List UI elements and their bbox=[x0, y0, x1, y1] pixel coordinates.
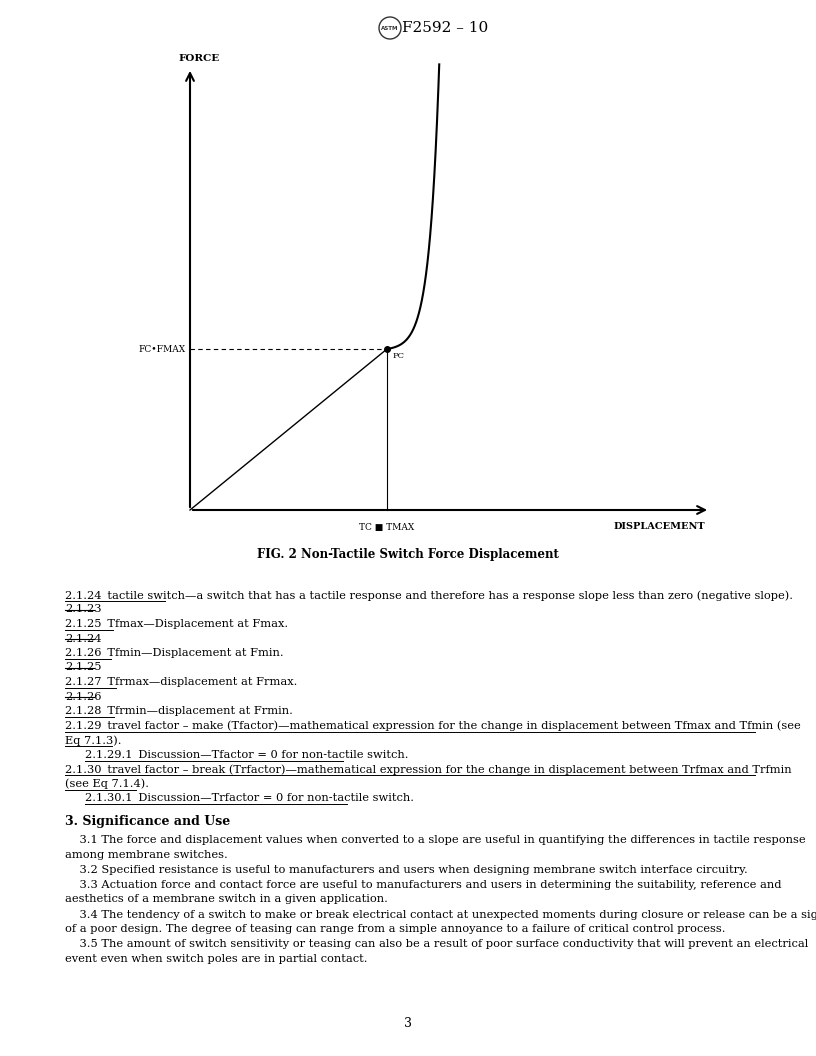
Text: event even when switch poles are in partial contact.: event even when switch poles are in part… bbox=[65, 954, 367, 964]
Text: Eq 7.1.3).: Eq 7.1.3). bbox=[65, 735, 122, 746]
Text: 2.1.27  Tfrmax—displacement at Frmax.: 2.1.27 Tfrmax—displacement at Frmax. bbox=[65, 677, 297, 687]
Text: 3: 3 bbox=[404, 1017, 412, 1030]
Text: 3.5 The amount of switch sensitivity or teasing can also be a result of poor sur: 3.5 The amount of switch sensitivity or … bbox=[65, 940, 809, 949]
Text: 2.1.26: 2.1.26 bbox=[65, 692, 101, 701]
Text: 2.1.29.1  Discussion—Tfactor = 0 for non-tactile switch.: 2.1.29.1 Discussion—Tfactor = 0 for non-… bbox=[85, 750, 409, 759]
Text: 2.1.26  Tfmin—Displacement at Fmin.: 2.1.26 Tfmin—Displacement at Fmin. bbox=[65, 648, 284, 658]
Text: 2.1.25  Tfmax—Displacement at Fmax.: 2.1.25 Tfmax—Displacement at Fmax. bbox=[65, 619, 288, 629]
Text: of a poor design. The degree of teasing can range from a simple annoyance to a f: of a poor design. The degree of teasing … bbox=[65, 924, 725, 935]
Text: PC: PC bbox=[393, 352, 405, 360]
Text: FC•FMAX: FC•FMAX bbox=[139, 344, 186, 354]
Text: 2.1.23: 2.1.23 bbox=[65, 604, 101, 615]
Text: 2.1.29  travel factor – make (Tfactor)—mathematical expression for the change in: 2.1.29 travel factor – make (Tfactor)—ma… bbox=[65, 720, 800, 731]
Text: 2.1.30  travel factor – break (Trfactor)—mathematical expression for the change : 2.1.30 travel factor – break (Trfactor)—… bbox=[65, 763, 792, 774]
Text: 3.2 Specified resistance is useful to manufacturers and users when designing mem: 3.2 Specified resistance is useful to ma… bbox=[65, 865, 747, 874]
Text: 2.1.24: 2.1.24 bbox=[65, 634, 101, 643]
Text: 3.4 The tendency of a switch to make or break electrical contact at unexpected m: 3.4 The tendency of a switch to make or … bbox=[65, 909, 816, 920]
Text: DISPLACEMENT: DISPLACEMENT bbox=[614, 522, 705, 531]
Text: 2.1.25: 2.1.25 bbox=[65, 662, 101, 673]
Text: 2.1.24  tactile switch—a switch that has a tactile response and therefore has a : 2.1.24 tactile switch—a switch that has … bbox=[65, 590, 793, 601]
Text: aesthetics of a membrane switch in a given application.: aesthetics of a membrane switch in a giv… bbox=[65, 894, 388, 905]
Text: (see Eq 7.1.4).: (see Eq 7.1.4). bbox=[65, 778, 149, 789]
Text: FORCE: FORCE bbox=[178, 54, 220, 63]
Text: 3.3 Actuation force and contact force are useful to manufacturers and users in d: 3.3 Actuation force and contact force ar… bbox=[65, 880, 782, 890]
Text: F2592 – 10: F2592 – 10 bbox=[401, 21, 488, 35]
Text: 3.1 The force and displacement values when converted to a slope are useful in qu: 3.1 The force and displacement values wh… bbox=[65, 835, 805, 845]
Text: 3. Significance and Use: 3. Significance and Use bbox=[65, 815, 230, 828]
Text: ASTM: ASTM bbox=[381, 25, 399, 31]
Text: 2.1.28  Tfrmin—displacement at Frmin.: 2.1.28 Tfrmin—displacement at Frmin. bbox=[65, 706, 293, 716]
Text: 2.1.30.1  Discussion—Trfactor = 0 for non-tactile switch.: 2.1.30.1 Discussion—Trfactor = 0 for non… bbox=[85, 793, 414, 803]
Text: FIG. 2 Non-Tactile Switch Force Displacement: FIG. 2 Non-Tactile Switch Force Displace… bbox=[257, 548, 559, 561]
Text: TC ■ TMAX: TC ■ TMAX bbox=[359, 523, 415, 532]
Text: among membrane switches.: among membrane switches. bbox=[65, 849, 228, 860]
